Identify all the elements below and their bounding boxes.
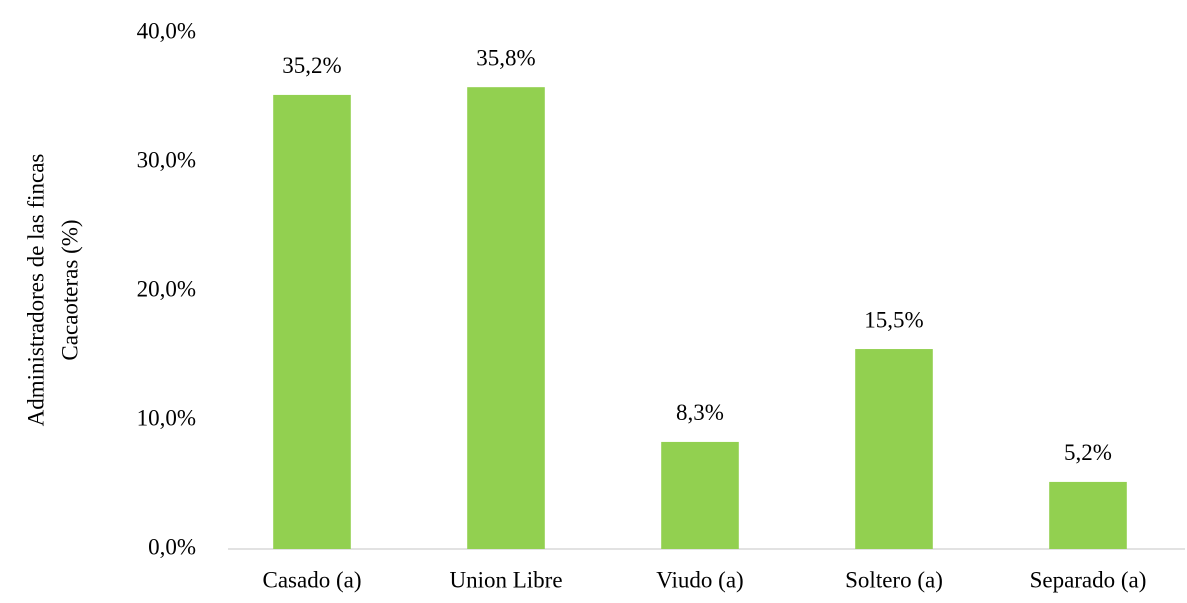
- x-tick-label: Union Libre: [449, 567, 562, 592]
- data-label: 5,2%: [1064, 440, 1112, 465]
- bar: [273, 94, 351, 550]
- bar: [661, 441, 739, 549]
- x-tick-label: Casado (a): [263, 567, 362, 592]
- y-tick-label: 10,0%: [137, 405, 196, 430]
- data-label: 35,2%: [282, 53, 341, 78]
- x-tick-label: Soltero (a): [845, 567, 943, 592]
- y-tick-label: 0,0%: [148, 534, 196, 559]
- bar: [855, 349, 933, 549]
- data-label: 8,3%: [676, 400, 724, 425]
- bar: [1049, 481, 1127, 549]
- bar: [467, 87, 545, 550]
- y-tick-label: 40,0%: [137, 18, 196, 43]
- data-label: 15,5%: [864, 307, 923, 332]
- y-tick-label: 20,0%: [137, 276, 196, 301]
- x-tick-label: Separado (a): [1030, 567, 1147, 592]
- y-axis-label: Administradores de las fincas: [23, 154, 48, 427]
- y-axis-label: Cacaoteras (%): [57, 219, 82, 360]
- data-label: 35,8%: [476, 45, 535, 70]
- x-tick-label: Viudo (a): [656, 567, 743, 592]
- y-tick-label: 30,0%: [137, 147, 196, 172]
